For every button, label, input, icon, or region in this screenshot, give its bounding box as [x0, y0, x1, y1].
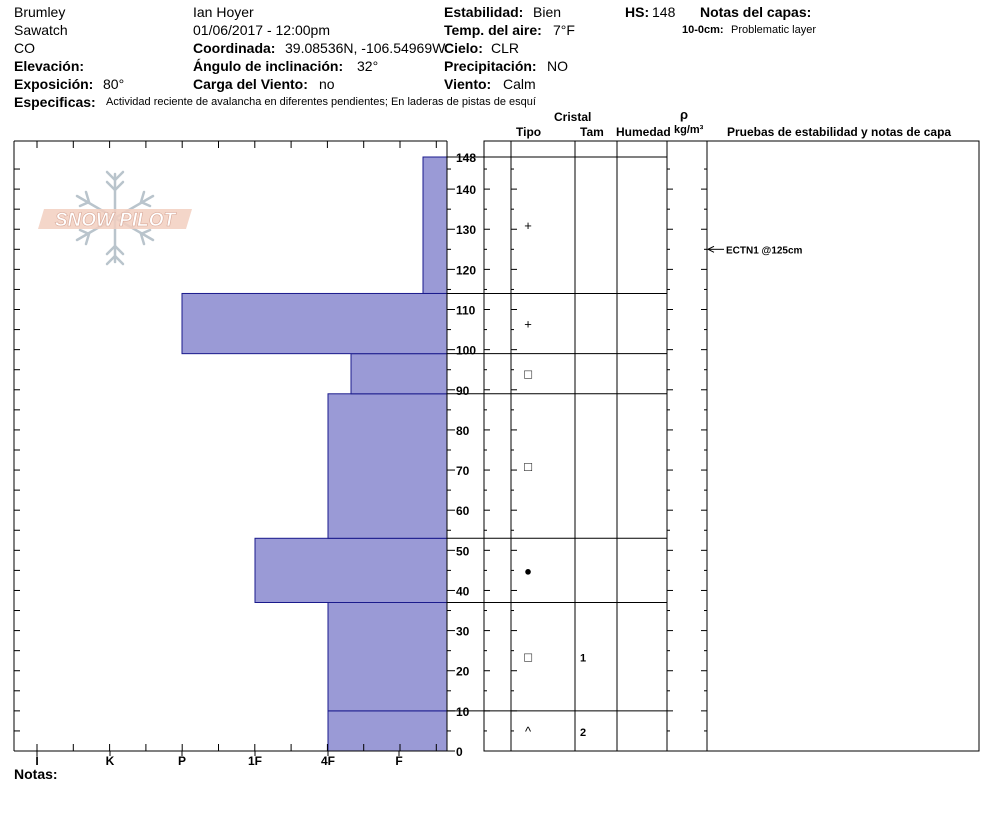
- x-tick-label: I: [35, 754, 38, 768]
- x-tick-label: K: [106, 754, 115, 768]
- grain-size-value: 2: [580, 727, 586, 739]
- slope-angle-value: 32°: [357, 58, 379, 74]
- grain-type-symbol: +: [524, 218, 532, 233]
- specifics-text: Actividad reciente de avalancha en difer…: [106, 96, 536, 108]
- x-tick-label: F: [395, 754, 402, 768]
- layer-notes-label: Notas del capas:: [700, 4, 812, 20]
- notes-label: Notas:: [14, 766, 58, 782]
- slope-angle-label: Ángulo de inclinación:: [193, 58, 344, 74]
- hardness-plot: [181, 156, 448, 752]
- y-tick-label: 120: [456, 263, 476, 277]
- precipitation-value: NO: [547, 58, 568, 74]
- test-pointer-arrow: [706, 245, 715, 253]
- y-tick-label: 140: [456, 183, 476, 197]
- y-tick-label: 130: [456, 223, 476, 237]
- grain-type-symbol: □: [524, 650, 532, 665]
- sky-label: Cielo:: [444, 40, 483, 56]
- rho-header: ρ: [680, 107, 689, 122]
- hardness-bar: [254, 537, 448, 604]
- crystal-header: Cristal: [554, 110, 592, 124]
- grain-size-value: 1: [580, 653, 586, 665]
- y-tick-label: 60: [456, 504, 470, 518]
- aspect-label: Exposición:: [14, 76, 94, 92]
- layer-table: ^ 2 □ 1 ● □ □ + + ECTN1 @125cm: [447, 140, 980, 752]
- type-header: Tipo: [516, 125, 542, 139]
- y-tick-label: 110: [456, 304, 476, 318]
- sky-value: CLR: [491, 40, 520, 56]
- wind-load-value: no: [319, 76, 335, 92]
- hardness-bar: [327, 710, 448, 752]
- hardness-bar: [327, 602, 448, 712]
- layer-table-frame: [483, 140, 980, 752]
- logo-text: SNOW PILOT: [55, 210, 177, 231]
- snowpilot-logo: SNOW PILOT: [38, 170, 192, 266]
- wind-label: Viento:: [444, 76, 492, 92]
- profile-axes: I K P 1F 4F F 0 10 20 30 40 50 60 70 80 90 100 110 120 130 1…: [13, 140, 476, 768]
- wind-load-label: Carga del Viento:: [193, 76, 308, 92]
- tests-header: Pruebas de estabilidad y notas de capa: [727, 125, 952, 139]
- layer-note-range: 10-0cm:: [682, 24, 724, 36]
- snow-height-value: 148: [652, 4, 676, 20]
- y-tick-label: 50: [456, 544, 470, 558]
- density-unit-header: kg/m³: [674, 124, 704, 136]
- air-temp-value: 7°F: [553, 22, 575, 38]
- grain-type-symbol: ●: [524, 563, 532, 578]
- stability-label: Estabilidad:: [444, 4, 524, 20]
- observer-name: Ian Hoyer: [193, 4, 254, 20]
- y-tick-label: 90: [456, 384, 470, 398]
- y-tick-label: 40: [456, 584, 470, 598]
- grain-type-symbol: ^: [525, 724, 532, 739]
- y-tick-label: 70: [456, 464, 470, 478]
- stability-value: Bien: [533, 4, 562, 20]
- hardness-bar: [181, 292, 448, 355]
- grain-type-symbol: +: [524, 317, 532, 332]
- wind-value: Calm: [503, 76, 536, 92]
- x-tick-label: 1F: [248, 754, 262, 768]
- specifics-label: Especificas:: [14, 94, 96, 110]
- y-tick-label: 10: [456, 705, 470, 719]
- observation-datetime: 01/06/2017 - 12:00pm: [193, 22, 330, 38]
- y-tick-label: 30: [456, 625, 470, 639]
- y-tick-label: 20: [456, 665, 470, 679]
- size-header: Tam: [580, 125, 604, 139]
- elevation-label: Elevación:: [14, 58, 85, 74]
- hardness-bar: [422, 156, 448, 294]
- y-tick-label: 100: [456, 344, 476, 358]
- y-tick-label: 0: [456, 745, 463, 759]
- aspect-value: 80°: [103, 76, 125, 92]
- state-name: CO: [14, 40, 35, 56]
- grain-type-symbol: □: [524, 367, 532, 382]
- grain-type-symbol: □: [524, 459, 532, 474]
- coordinate-value: 39.08536N, -106.54969W: [285, 40, 446, 56]
- moisture-header: Humedad: [616, 125, 671, 139]
- stability-test-label: ECTN1 @125cm: [726, 245, 803, 256]
- air-temp-label: Temp. del aire:: [444, 22, 542, 38]
- location-name: Brumley: [14, 4, 66, 20]
- x-tick-label: 4F: [321, 754, 335, 768]
- snow-height-label: HS:: [625, 4, 650, 20]
- hardness-bar: [350, 353, 448, 395]
- y-tick-label: 80: [456, 424, 470, 438]
- layer-note-text: Problematic layer: [731, 24, 816, 36]
- y-tick-label: 148: [456, 151, 476, 165]
- precipitation-label: Precipitación:: [444, 58, 537, 74]
- coordinate-label: Coordinada:: [193, 40, 276, 56]
- hardness-bar: [327, 393, 448, 539]
- x-tick-label: P: [178, 754, 186, 768]
- range-name: Sawatch: [14, 22, 68, 38]
